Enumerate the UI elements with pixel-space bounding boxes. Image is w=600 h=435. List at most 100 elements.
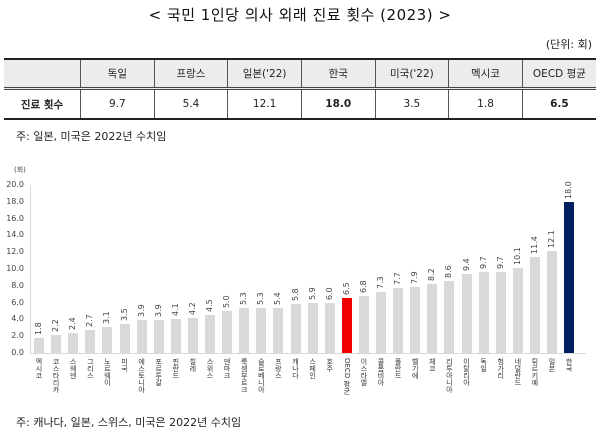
y-tick-label: 10.0: [6, 264, 24, 273]
bar-17: [324, 302, 335, 353]
x-tick-label: 스웨덴: [69, 358, 78, 379]
bar-30: [547, 251, 557, 353]
x-tick-label: 폴란드: [394, 358, 403, 379]
table-header-empty: [4, 58, 81, 89]
bar-value-label: 11.4: [529, 236, 539, 255]
y-tick-label: 16.0: [6, 213, 24, 223]
bar-9: [187, 317, 198, 353]
x-tick-label: 미국: [120, 358, 129, 372]
bar-value-label: 5.4: [273, 291, 283, 305]
bar-16: [307, 303, 318, 353]
x-tick-label: 노르웨이: [103, 358, 112, 386]
bar-value-label: 2.2: [51, 318, 61, 332]
x-tick-label: OECD 평균: [342, 358, 351, 395]
bar-value-label: 4.5: [205, 299, 214, 313]
bar-14: [273, 307, 284, 353]
table-cell-japan: 12.1: [227, 87, 302, 120]
table-header-germany: 독일: [80, 58, 155, 89]
bar-28: [512, 268, 523, 353]
y-axis-unit: (회): [14, 166, 26, 174]
bar-12: [239, 308, 250, 353]
x-tick-label: 체코: [428, 358, 437, 372]
table-header-france: 프랑스: [153, 58, 229, 89]
x-tick-label: 스페인: [308, 358, 317, 379]
table-header-mexico: 멕시코: [448, 58, 523, 89]
table-header-oecd: OECD 평균: [521, 58, 596, 89]
bar-value-label: 4.1: [170, 302, 180, 316]
x-tick-label: 일본: [548, 358, 556, 372]
y-tick-label: 0.0: [11, 348, 24, 357]
bar-value-label: 9.7: [495, 255, 505, 269]
table-row-label: 진료 횟수: [4, 87, 81, 120]
table-cell-usa: 3.5: [374, 87, 450, 120]
bar-value-label: 4.2: [187, 301, 197, 315]
y-tick-label: 18.0: [6, 196, 24, 206]
bar-4: [102, 326, 113, 353]
x-tick-label: 룩셈부르크: [240, 358, 249, 393]
bar-value-label: 7.3: [376, 275, 385, 289]
bar-value-label: 5.3: [256, 292, 266, 306]
bar-2: [68, 332, 79, 353]
bar-29: [529, 257, 540, 353]
bar-15: [290, 304, 301, 353]
x-axis-line: [30, 353, 586, 354]
x-tick-label: 프랑스: [274, 358, 283, 379]
bar-chart: (회) 0.0 2.0 4.0 6.0 8.0 10.0 12.0 14.0 16.0 18.0 2…: [0, 165, 600, 405]
table-cell-mexico: 1.8: [448, 87, 523, 120]
x-tick-label: 캐나다: [291, 358, 300, 379]
bar-value-label: 9.7: [478, 255, 488, 269]
bar-value-label: 6.0: [324, 286, 334, 300]
bar-31: [564, 201, 575, 353]
table-cell-oecd: 6.5: [521, 87, 596, 120]
y-tick-label: 8.0: [11, 280, 24, 290]
table-header-usa: 미국('22): [374, 58, 450, 89]
bar-value-label: 5.8: [290, 288, 300, 302]
bar-19: [358, 295, 369, 353]
y-tick-label: 6.0: [11, 297, 24, 307]
bar-1: [51, 334, 62, 353]
x-tick-label: 튀르키예: [530, 358, 539, 386]
y-tick-label: 12.0: [6, 247, 24, 257]
bar-value-label: 10.1: [512, 247, 522, 266]
bar-value-label: 1.8: [34, 322, 43, 335]
bar-7: [153, 320, 164, 353]
bar-value-label: 7.7: [393, 272, 403, 286]
x-tick-label: 에스토니아: [137, 358, 146, 393]
bar-27: [495, 271, 506, 353]
y-axis-line: [30, 185, 31, 353]
bar-3: [85, 330, 96, 353]
x-tick-label: 코스타리카: [52, 358, 61, 393]
x-tick-label: 한국: [565, 358, 574, 372]
bar-value-label: 6.8: [358, 280, 368, 293]
bar-value-label: 6.5: [341, 282, 351, 296]
bar-26: [478, 271, 489, 353]
x-tick-label: 덴마크: [223, 358, 232, 379]
x-tick-label: 호주: [325, 358, 334, 372]
y-tick-label: 20.0: [6, 180, 24, 189]
table-cell-korea: 18.0: [300, 87, 376, 120]
x-tick-label: 콜롬비아: [377, 358, 385, 386]
x-tick-label: 포르투갈: [154, 358, 163, 386]
bar-23: [427, 284, 438, 353]
table-footnote: 주: 일본, 미국은 2022년 수치임: [16, 130, 167, 143]
bar-value-label: 8.6: [444, 265, 454, 278]
bar-value-label: 9.4: [461, 258, 471, 272]
table-header-row: 독일 프랑스 일본('22) 한국 미국('22) 멕시코 OECD 평균: [4, 58, 596, 89]
bar-13: [256, 308, 267, 353]
x-tick-label: 칠레: [188, 358, 197, 372]
bar-value-label: 3.1: [102, 311, 112, 324]
table-header-korea: 한국: [300, 58, 376, 89]
x-tick-label: 스위스: [206, 358, 214, 379]
bar-0: [34, 337, 44, 353]
bar-10: [205, 315, 215, 353]
x-tick-label: 슬로베니아: [257, 358, 266, 393]
y-tick-label: 14.0: [6, 230, 24, 240]
bar-25: [461, 274, 472, 353]
bar-21: [393, 288, 404, 353]
table-cell-germany: 9.7: [80, 87, 155, 120]
bar-value-label: 3.9: [136, 304, 146, 318]
bar-22: [410, 286, 421, 353]
bar-8: [170, 318, 181, 353]
bar-value-label: 8.2: [427, 268, 437, 282]
bar-5: [119, 323, 130, 353]
